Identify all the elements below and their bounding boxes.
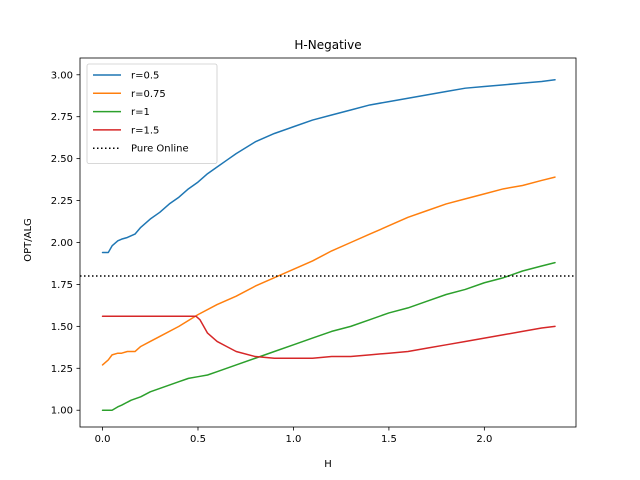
- series-line-3: [101, 315, 556, 359]
- y-tick-label: 2.25: [51, 196, 73, 207]
- y-tick-label: 1.25: [51, 364, 73, 375]
- x-tick-label: 0.5: [190, 434, 206, 445]
- x-tick-label: 2.0: [476, 434, 492, 445]
- legend-label: r=0.75: [131, 89, 166, 100]
- legend: r=0.5 r=0.75 r=1 r=1.5 Pure Online: [86, 63, 218, 164]
- y-tick-label: 2.50: [51, 154, 73, 165]
- y-tick-label: 2.75: [51, 112, 73, 123]
- series-line-0: [101, 79, 556, 254]
- x-tick-label: 1.5: [381, 434, 397, 445]
- legend-box: [86, 63, 218, 164]
- x-tick-label: 1.0: [285, 434, 301, 445]
- series-line-2: [101, 261, 556, 411]
- y-tick-label: 1.50: [51, 322, 73, 333]
- legend-label: r=1: [131, 107, 150, 118]
- legend-label: Pure Online: [131, 144, 189, 155]
- x-axis-label: H: [324, 459, 332, 470]
- legend-label: r=0.5: [131, 71, 159, 82]
- y-tick-label: 3.00: [51, 70, 73, 81]
- y-axis-label: OPT/ALG: [23, 218, 34, 262]
- chart-title: H-Negative: [294, 38, 361, 52]
- legend-label: r=1.5: [131, 125, 159, 136]
- y-tick-label: 1.75: [51, 280, 73, 291]
- series-layer: [80, 79, 576, 411]
- series-line-1: [101, 176, 556, 366]
- x-tick-label: 0.0: [95, 434, 111, 445]
- y-tick-label: 2.00: [51, 238, 73, 249]
- y-tick-label: 1.00: [51, 406, 73, 417]
- axes-layer: 0.0 0.5 1.0 1.5 2.0 1.00 1.25 1.50 1.75 2.00 2.25 2…: [51, 57, 577, 445]
